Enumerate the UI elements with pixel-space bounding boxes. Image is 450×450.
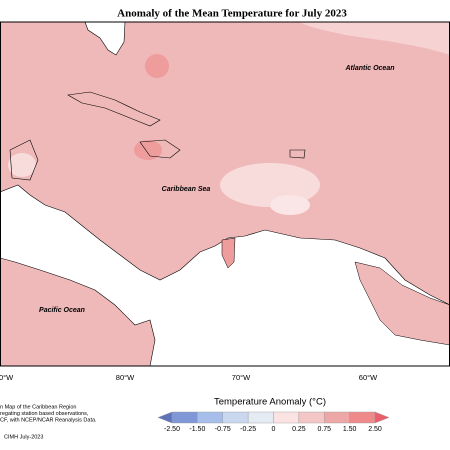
ocean-label: Pacific Ocean bbox=[39, 307, 85, 314]
land bbox=[354, 261, 450, 346]
ocean-label: Caribbean Sea bbox=[162, 186, 211, 193]
anomaly-zone bbox=[8, 153, 36, 177]
legend-swatch bbox=[171, 411, 198, 424]
legend-title: Temperature Anomaly (°C) bbox=[214, 397, 326, 408]
legend-swatch bbox=[324, 411, 350, 424]
legend-tick-label: -1.50 bbox=[189, 426, 205, 433]
legend-tick-label: 0 bbox=[272, 426, 276, 433]
legend: Temperature Anomaly (°C) -2.50 -1.50 -0.75 -… bbox=[157, 397, 390, 433]
legend-tick-label: 0.25 bbox=[292, 426, 306, 433]
footer-line: n Map of the Caribbean Region bbox=[0, 404, 76, 410]
anomaly-zone bbox=[270, 195, 310, 215]
legend-tick-label: 1.50 bbox=[343, 426, 357, 433]
legend-swatch bbox=[197, 411, 223, 424]
anomaly-zone bbox=[145, 54, 169, 78]
legend-swatch bbox=[349, 411, 376, 424]
anomaly-zone bbox=[134, 140, 162, 160]
island-outline bbox=[67, 91, 161, 127]
land bbox=[221, 237, 236, 269]
legend-tick-label: 2.50 bbox=[368, 426, 382, 433]
legend-tick-label: 0.75 bbox=[317, 426, 331, 433]
longitude-label: 60°W bbox=[359, 373, 378, 382]
legend-swatch bbox=[222, 411, 249, 424]
footer-line: CF, with NCEP/NCAR Reanalysis Data. bbox=[0, 417, 97, 423]
legend-arrow bbox=[157, 411, 173, 424]
anomaly-zone bbox=[300, 22, 450, 55]
legend-arrow bbox=[374, 411, 390, 424]
land bbox=[0, 184, 450, 367]
footer-line: regating station based observations, bbox=[0, 411, 89, 417]
land bbox=[84, 21, 126, 56]
land-outline bbox=[9, 139, 39, 181]
island-outline bbox=[139, 139, 181, 159]
legend-tick-label: -0.25 bbox=[240, 426, 256, 433]
longitude-label: 80°W bbox=[116, 373, 135, 382]
legend-swatch bbox=[273, 411, 300, 424]
longitude-label: 70°W bbox=[232, 373, 251, 382]
longitude-label: 90°W bbox=[0, 373, 14, 382]
legend-swatch bbox=[247, 411, 274, 424]
map-title: Anomaly of the Mean Temperature for July… bbox=[117, 8, 347, 20]
island-outline bbox=[289, 149, 306, 159]
legend-tick-label: -0.75 bbox=[215, 426, 231, 433]
credit: CIMH July-2023 bbox=[4, 434, 43, 440]
map bbox=[0, 21, 450, 367]
labels: Atlantic Ocean Caribbean Sea Pacific Ocean… bbox=[0, 65, 395, 441]
legend-swatch bbox=[298, 411, 325, 424]
ocean-label: Atlantic Ocean bbox=[344, 65, 394, 72]
legend-tick-label: -2.50 bbox=[164, 426, 180, 433]
